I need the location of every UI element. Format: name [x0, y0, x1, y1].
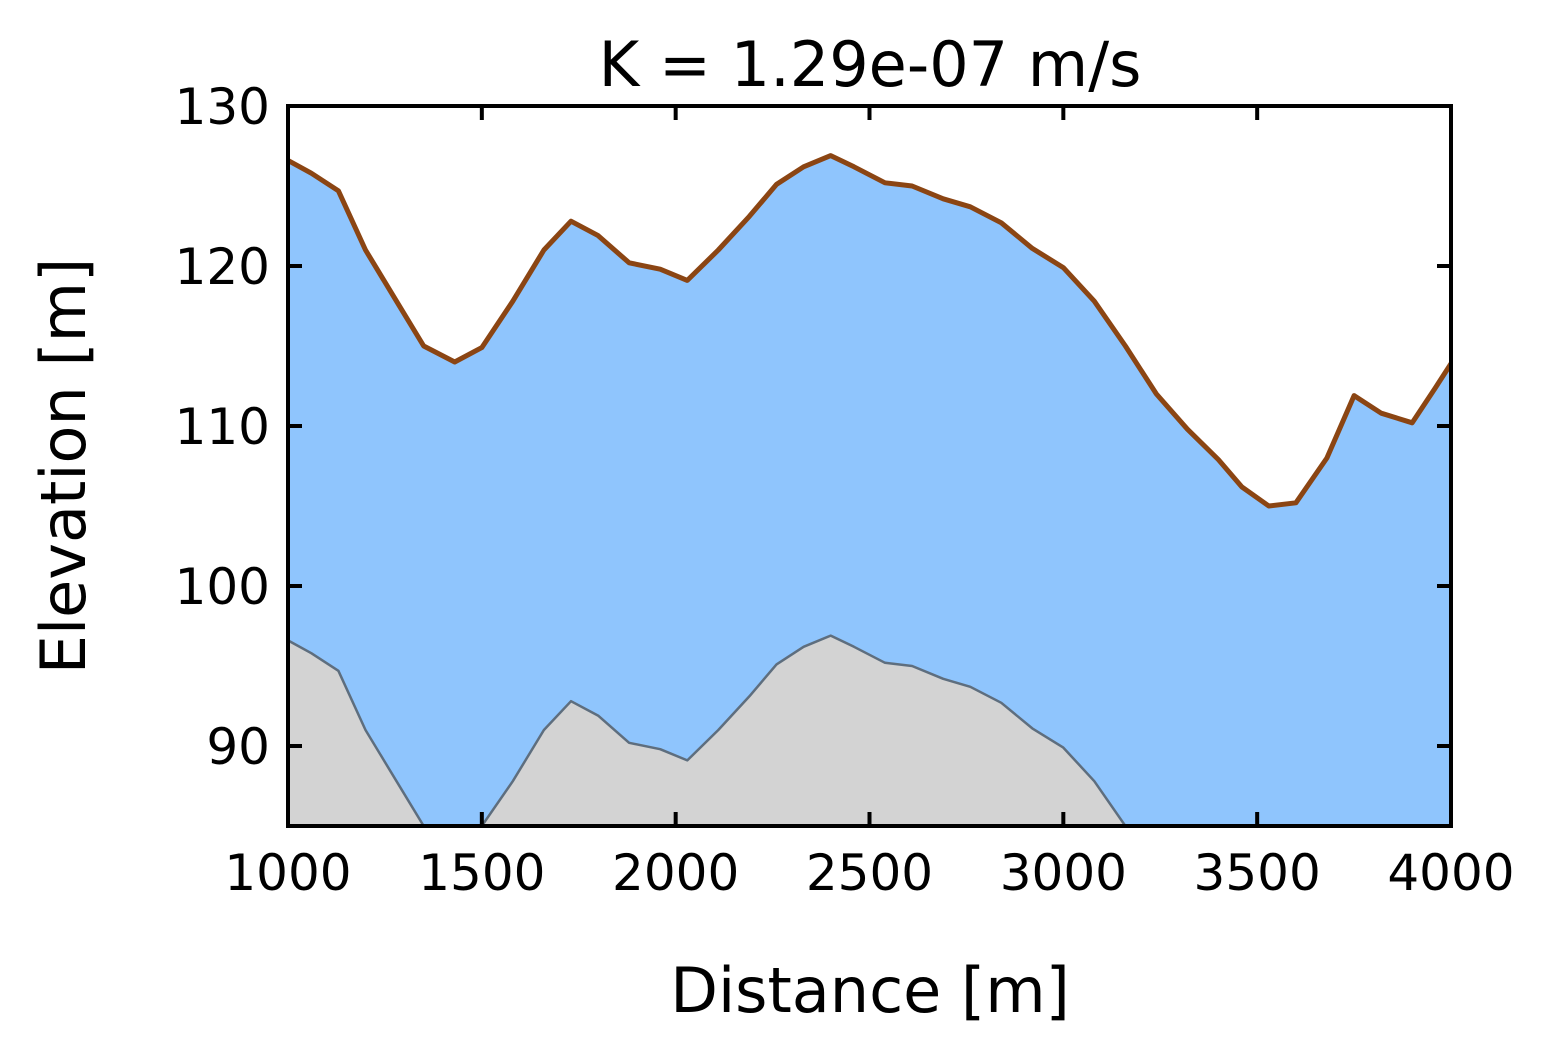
y-tick-label: 90 [206, 718, 270, 776]
x-tick-label: 2000 [612, 844, 739, 902]
plot-area [288, 153, 1451, 826]
y-tick-label: 120 [175, 238, 270, 296]
x-tick-label: 1000 [224, 844, 351, 902]
series-1-area [288, 155, 1451, 826]
y-tick-label: 110 [175, 398, 270, 456]
series-group [288, 153, 1451, 826]
x-tick-label: 1500 [418, 844, 545, 902]
x-tick-label: 4000 [1387, 844, 1514, 902]
y-tick-label: 100 [175, 558, 270, 616]
axes: 1000 1500 2000 2500 3000 3500 4000 90 100 110 120 1… [175, 78, 1515, 902]
series-2-line [288, 634, 1451, 826]
x-tick-label: 2500 [806, 844, 933, 902]
series-2-area [288, 635, 1451, 826]
plot-frame [286, 104, 1453, 828]
y-tick-label: 130 [175, 78, 270, 136]
y-axis-title: Elevation [m] [27, 258, 100, 674]
chart-title: K = 1.29e-07 m/s [599, 28, 1142, 101]
x-axis-title: Distance [m] [670, 954, 1070, 1027]
x-tick-label: 3500 [1194, 844, 1321, 902]
x-tick-label: 3000 [1000, 844, 1127, 902]
series-1-line [288, 153, 1451, 509]
